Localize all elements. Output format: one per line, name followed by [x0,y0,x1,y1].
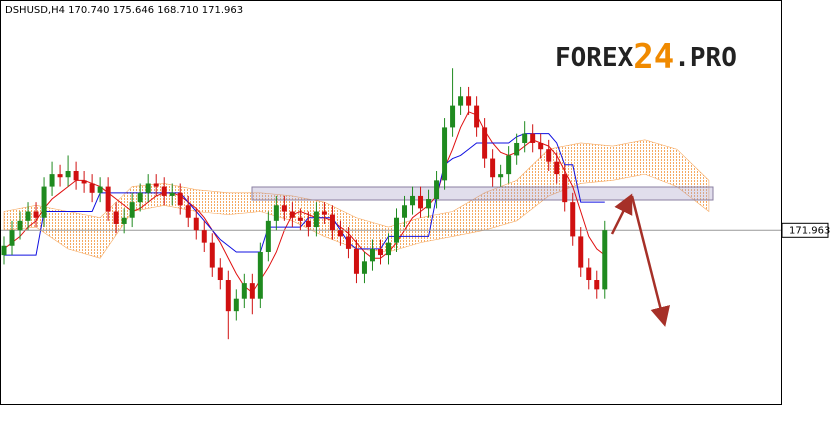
candle-body [177,192,183,206]
candle-body [490,158,496,178]
candle-body [450,105,456,128]
candle-body [113,211,119,224]
candle-body [538,142,544,150]
candle-body [546,149,552,162]
candle-body [369,248,375,262]
arrow-down [630,195,670,327]
candle-body [121,217,127,224]
candle-body [105,186,111,212]
plot-frame [0,0,782,405]
candle-body [570,202,576,237]
candle-body [65,171,71,178]
candle-body [506,155,512,175]
candle-body [241,283,247,299]
zone-box [251,186,714,201]
candle-body [9,230,15,246]
candle-body [482,127,488,159]
candle-body [554,161,560,175]
candle-body [321,211,327,215]
price-box [781,222,829,238]
candle-body [329,214,335,231]
candle-body [522,133,528,143]
candle-body [402,205,408,218]
candle-body [289,211,295,218]
candle-body [49,174,55,187]
candle-body [530,133,536,143]
indicator-line [4,133,605,256]
candle-body [434,180,440,200]
candle-body [73,171,79,181]
candle-body [337,230,343,237]
candle-body [57,174,63,178]
ichimoku-cloud [3,139,710,259]
candle-body [353,248,359,274]
candle-body [33,211,39,218]
chart-subtitle: DSHUSD,H4 170.740 175.646 168.710 171.96… [5,5,243,16]
candle-body [586,267,592,281]
candle-body [257,251,263,299]
candle-body [185,205,191,218]
candle-body [474,105,480,128]
candle-body [25,211,31,221]
candle-body [281,205,287,212]
candle-body [17,220,23,231]
watermark: FOREX24.PRO [555,37,737,77]
candle-body [249,283,255,299]
candle-body [225,280,231,312]
candle-body [458,96,464,106]
indicator-line [3,111,606,294]
candle-body [89,183,95,193]
candle-body [385,242,391,256]
candle-body [265,220,271,252]
candle-body [345,236,351,249]
watermark-prefix: FOREX [555,43,634,73]
candle-body [410,195,416,206]
candle-body [578,236,584,268]
price-label: 171.963 [789,225,830,236]
candle-body [137,192,143,203]
candle-body [514,142,520,156]
candle-body [97,186,103,193]
candle-body [466,96,472,106]
candle-body [361,261,367,274]
candle-body [377,248,383,256]
candle-body [273,205,279,221]
candle-body [442,127,448,181]
watermark-highlight: 24 [633,37,674,77]
candle-body [305,220,311,228]
candle-body [1,245,7,256]
candle-body [81,180,87,184]
candle-body [193,217,199,231]
candle-body [498,174,504,178]
candle-body [233,298,239,312]
candle-body [201,230,207,243]
candle-body [297,217,303,221]
arrow-up [610,193,633,235]
candle-body [426,199,432,209]
candle-body [145,183,151,193]
watermark-suffix: .PRO [674,43,737,73]
candle-body [594,280,600,290]
candle-body [313,211,319,228]
candle-body [161,186,167,196]
candle-body [41,186,47,218]
candle-body [153,183,159,187]
candle-body [418,195,424,209]
candle-body [129,202,135,218]
candle-body [394,217,400,243]
candle-body [602,230,608,290]
candle-body [562,174,568,203]
candle-body [169,192,175,196]
candle-body [209,242,215,268]
candle-body [217,267,223,281]
